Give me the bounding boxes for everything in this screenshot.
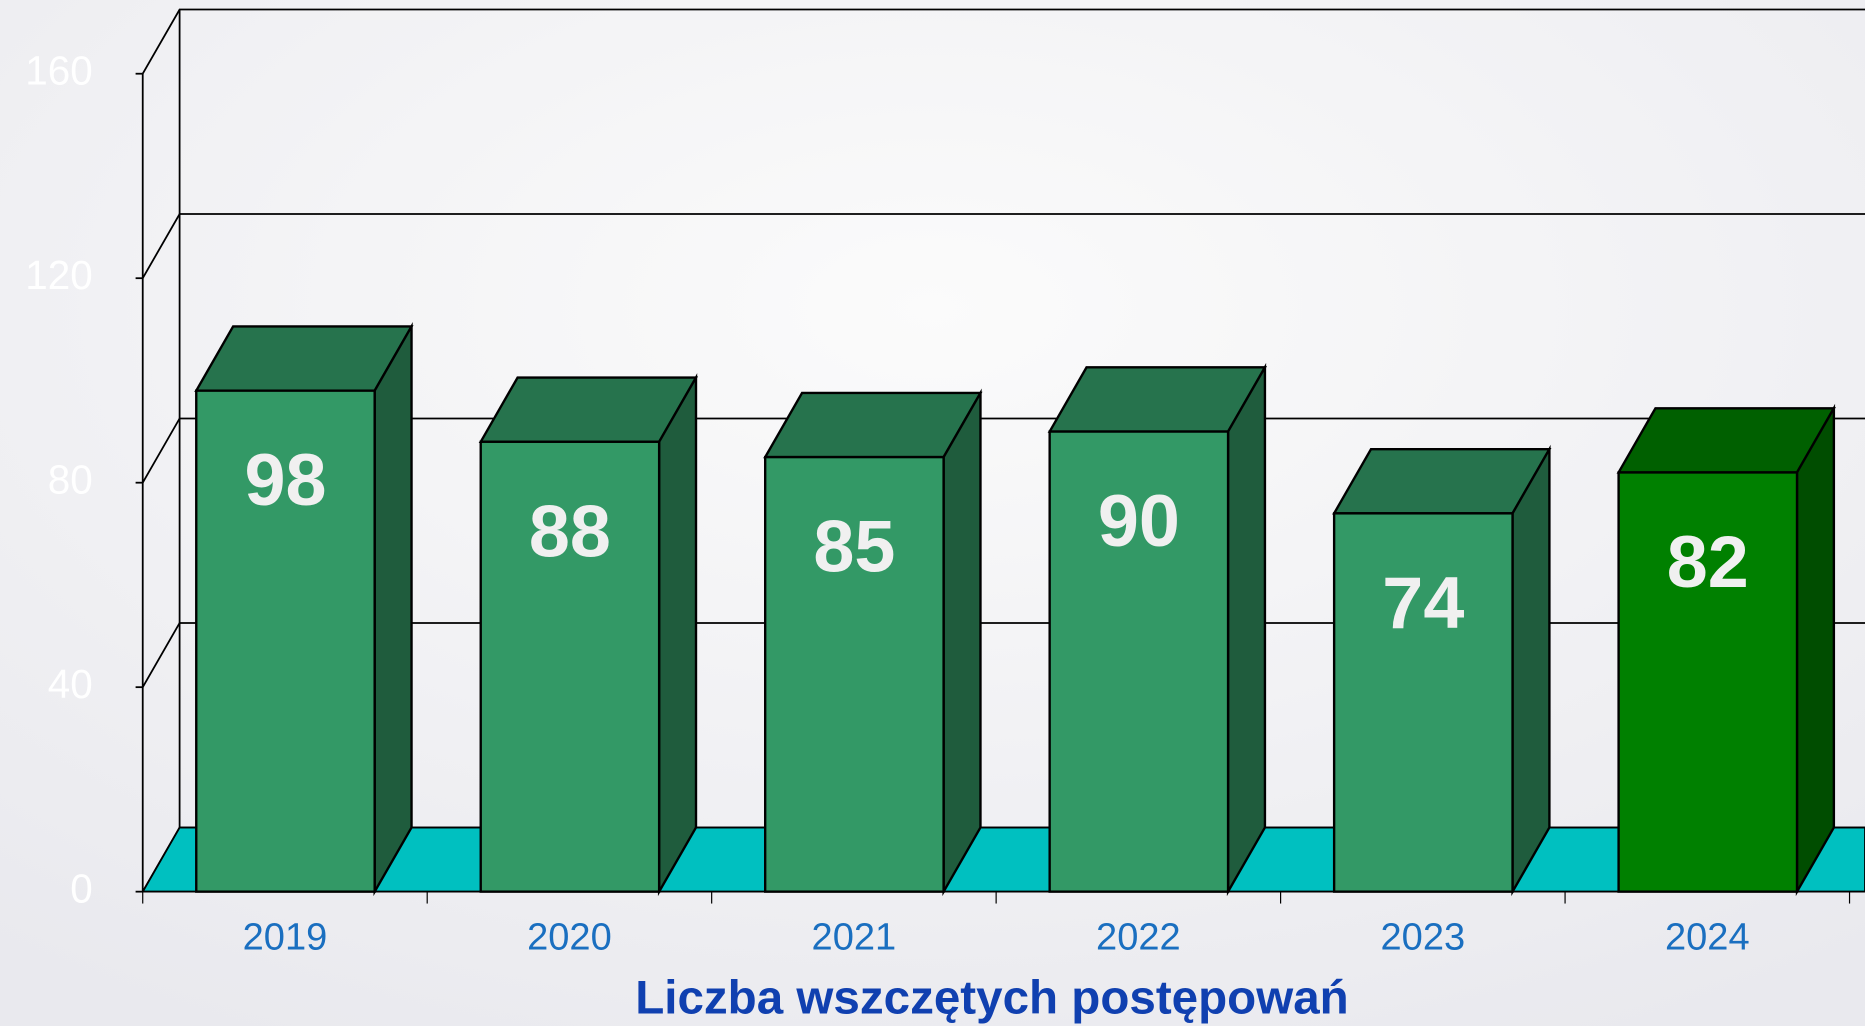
y-tick-label: 40 [48,661,93,707]
data-label: 90 [1098,479,1180,562]
chart: Liczba wszczętych postępowań 0 40 80 120 160… [0,0,1865,1026]
data-label: 82 [1667,520,1749,603]
y-tick-label: 0 [70,865,92,911]
x-tick-label: 2021 [812,916,897,958]
bar-side [944,393,981,892]
data-label: 74 [1382,561,1464,644]
bar-side [1797,408,1834,891]
data-label: 98 [244,438,326,521]
bar-side [375,326,412,891]
page: {"chart_data": {"type": "bar3d", "title"… [0,0,1865,1026]
x-tick-label: 2020 [527,916,612,958]
bar-side [659,378,696,892]
x-tick-label: 2022 [1096,916,1181,958]
x-tick-label: 2024 [1665,916,1750,958]
data-label: 85 [813,505,895,588]
bar-side [1513,449,1550,891]
chart-title: Liczba wszczętych postępowań [635,972,1349,1025]
x-tick-label: 2019 [243,916,328,958]
data-label: 88 [529,489,611,572]
x-tick-label: 2023 [1381,916,1466,958]
y-tick-label: 120 [25,252,92,298]
bar-side [1228,367,1265,891]
y-tick-label: 160 [25,47,92,93]
y-tick-label: 80 [48,456,93,502]
